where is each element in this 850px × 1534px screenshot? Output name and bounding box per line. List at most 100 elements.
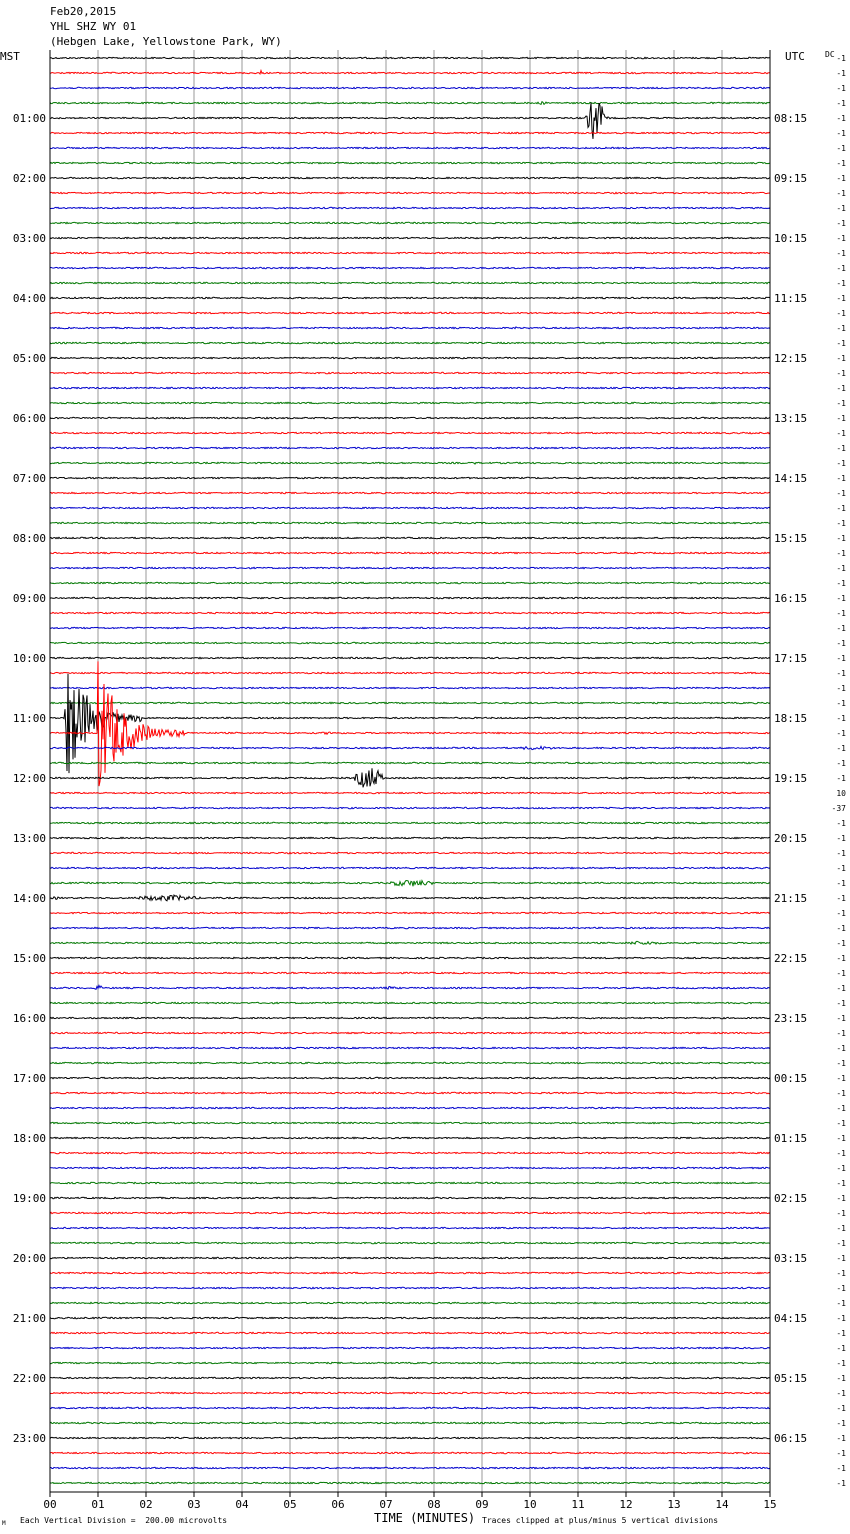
dc-offset-label: -1 (836, 894, 846, 903)
dc-offset-label: -1 (836, 879, 846, 888)
seismic-trace (49, 791, 771, 795)
seismic-trace (49, 1166, 771, 1170)
seismic-trace (49, 86, 771, 90)
dc-offset-label: -1 (836, 84, 846, 93)
seismic-trace (49, 1376, 771, 1380)
utc-hour-label: 14:15 (774, 472, 807, 485)
seismic-trace (49, 161, 771, 165)
dc-offset-label: -1 (836, 1374, 846, 1383)
seismic-trace (49, 768, 771, 788)
mst-hour-label: 06:00 (13, 412, 46, 425)
mst-hour-label: 01:00 (13, 112, 46, 125)
utc-hour-label: 01:15 (774, 1132, 807, 1145)
seismic-trace (49, 701, 771, 705)
x-axis-title: TIME (MINUTES) (374, 1511, 476, 1525)
seismic-trace (49, 386, 771, 390)
seismic-trace (49, 671, 771, 675)
mst-hour-label: 02:00 (13, 172, 46, 185)
seismic-trace (49, 281, 771, 285)
seismic-trace (49, 745, 771, 751)
dc-offset-label: -1 (836, 444, 846, 453)
seismic-trace (49, 1406, 771, 1410)
x-tick-label: 11 (571, 1498, 584, 1511)
scale-note: Each Vertical Division = 200.00 microvol… (20, 1516, 228, 1525)
mst-hour-label: 07:00 (13, 472, 46, 485)
seismic-trace (49, 1421, 771, 1425)
mst-hour-label: 13:00 (13, 832, 46, 845)
seismic-trace (50, 551, 771, 555)
dc-offset-label: -1 (836, 114, 846, 123)
date-label: Feb20,2015 (50, 5, 117, 18)
seismic-trace (49, 641, 771, 645)
seismic-trace (49, 1031, 771, 1035)
seismic-trace (49, 1301, 770, 1305)
seismic-trace (50, 911, 771, 915)
x-tick-label: 07 (379, 1498, 392, 1511)
dc-offset-label: -1 (836, 714, 846, 723)
dc-offset-label: -1 (836, 1194, 846, 1203)
utc-hour-label: 16:15 (774, 592, 807, 605)
utc-hour-label: 18:15 (774, 712, 807, 725)
mst-hour-label: 21:00 (13, 1312, 46, 1325)
seismic-trace (49, 1076, 771, 1080)
seismic-trace (49, 926, 771, 930)
clip-note: Traces clipped at plus/minus 5 vertical … (482, 1516, 719, 1525)
dc-offset-label: -1 (836, 474, 846, 483)
location-label: (Hebgen Lake, Yellowstone Park, WY) (50, 35, 282, 48)
utc-hour-label: 00:15 (774, 1072, 807, 1085)
left-timezone-label: MST (0, 50, 20, 63)
seismic-trace (49, 296, 771, 300)
dc-offset-label: -1 (836, 1179, 846, 1188)
seismic-trace (49, 476, 771, 481)
mst-hour-label: 05:00 (13, 352, 46, 365)
seismic-trace (49, 1226, 771, 1230)
dc-offset-label: -1 (836, 219, 846, 228)
utc-hour-label: 02:15 (774, 1192, 807, 1205)
seismic-trace (49, 416, 771, 420)
dc-offset-label: -1 (836, 54, 846, 63)
utc-hour-label: 19:15 (774, 772, 807, 785)
dc-offset-label: -1 (836, 159, 846, 168)
dc-offset-label: -1 (836, 1254, 846, 1263)
dc-offset-label: -1 (836, 924, 846, 933)
dc-offset-label: -1 (836, 654, 846, 663)
utc-hour-label: 03:15 (774, 1252, 807, 1265)
mst-hour-label: 04:00 (13, 292, 46, 305)
x-tick-label: 05 (283, 1498, 296, 1511)
dc-offset-label: -1 (836, 309, 846, 318)
seismic-trace (49, 1151, 771, 1155)
seismic-trace (49, 806, 771, 810)
dc-offset-label: -1 (836, 504, 846, 513)
mst-hour-label: 19:00 (13, 1192, 46, 1205)
seismic-trace (49, 1241, 770, 1245)
dc-offset-label: -1 (836, 264, 846, 273)
dc-offset-label: -1 (836, 759, 846, 768)
seismic-trace (49, 1361, 771, 1365)
seismic-trace (49, 371, 771, 375)
dc-offset-label: -1 (836, 834, 846, 843)
dc-offset-label: -1 (836, 609, 846, 618)
seismic-trace (49, 326, 771, 330)
seismic-trace (49, 356, 771, 360)
seismic-trace (49, 311, 771, 315)
dc-offset-label: -1 (836, 279, 846, 288)
utc-hour-label: 12:15 (774, 352, 807, 365)
dc-offset-label: -1 (836, 669, 846, 678)
x-tick-label: 15 (763, 1498, 776, 1511)
seismic-trace (49, 1061, 771, 1065)
corner-mark: M (2, 1520, 6, 1527)
dc-offset-label: -1 (836, 369, 846, 378)
x-tick-label: 06 (331, 1498, 344, 1511)
dc-offset-label: -1 (836, 864, 846, 873)
seismic-trace (49, 1181, 771, 1185)
mst-hour-label: 23:00 (13, 1432, 46, 1445)
dc-offset-label: -1 (836, 144, 846, 153)
dc-offset-label: -1 (836, 774, 846, 783)
seismic-trace (49, 661, 771, 787)
utc-hour-label: 23:15 (774, 1012, 807, 1025)
dc-offset-label: -1 (836, 1404, 846, 1413)
x-tick-label: 14 (715, 1498, 729, 1511)
seismic-trace (49, 956, 771, 960)
seismic-trace (49, 176, 771, 180)
seismic-trace (49, 1196, 771, 1200)
